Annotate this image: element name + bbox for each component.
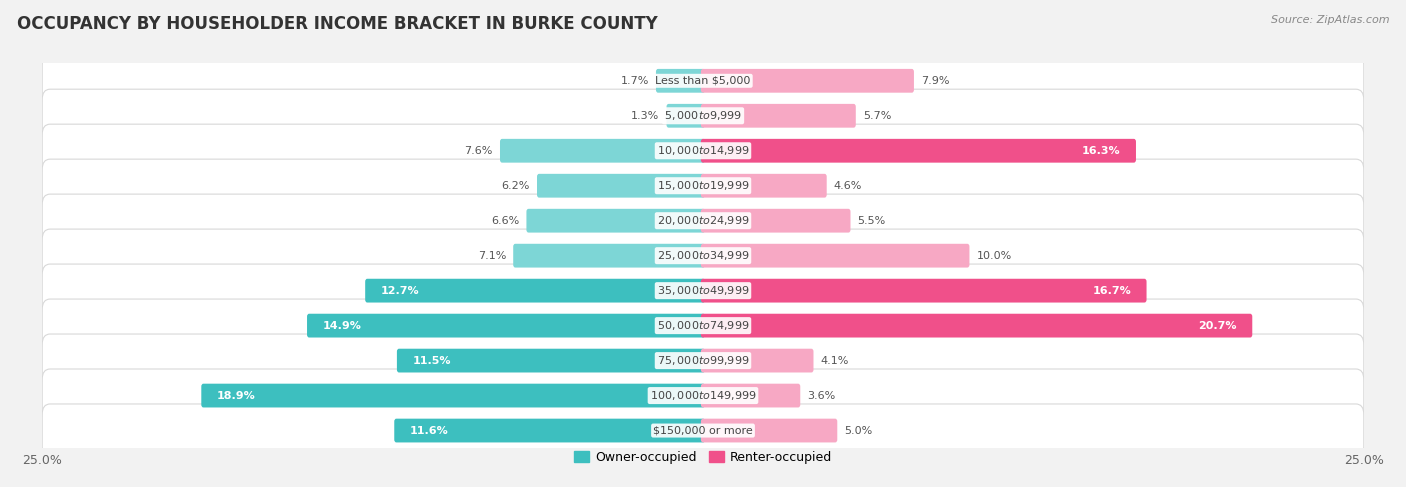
Text: OCCUPANCY BY HOUSEHOLDER INCOME BRACKET IN BURKE COUNTY: OCCUPANCY BY HOUSEHOLDER INCOME BRACKET … xyxy=(17,15,658,33)
Text: $150,000 or more: $150,000 or more xyxy=(654,426,752,435)
Text: $50,000 to $74,999: $50,000 to $74,999 xyxy=(657,319,749,332)
Text: 6.2%: 6.2% xyxy=(502,181,530,191)
Text: 1.7%: 1.7% xyxy=(620,76,648,86)
FancyBboxPatch shape xyxy=(700,104,856,128)
Text: $10,000 to $14,999: $10,000 to $14,999 xyxy=(657,144,749,157)
FancyBboxPatch shape xyxy=(42,369,1364,422)
FancyBboxPatch shape xyxy=(700,279,1146,302)
Text: $20,000 to $24,999: $20,000 to $24,999 xyxy=(657,214,749,227)
Text: 10.0%: 10.0% xyxy=(977,251,1012,261)
FancyBboxPatch shape xyxy=(307,314,706,337)
Text: 4.6%: 4.6% xyxy=(834,181,862,191)
Text: 5.5%: 5.5% xyxy=(858,216,886,225)
FancyBboxPatch shape xyxy=(657,69,706,93)
FancyBboxPatch shape xyxy=(201,384,706,408)
Text: 18.9%: 18.9% xyxy=(217,391,256,401)
FancyBboxPatch shape xyxy=(537,174,706,198)
FancyBboxPatch shape xyxy=(366,279,706,302)
FancyBboxPatch shape xyxy=(666,104,706,128)
FancyBboxPatch shape xyxy=(42,299,1364,352)
FancyBboxPatch shape xyxy=(700,139,1136,163)
Legend: Owner-occupied, Renter-occupied: Owner-occupied, Renter-occupied xyxy=(568,446,838,468)
Text: $25,000 to $34,999: $25,000 to $34,999 xyxy=(657,249,749,262)
Text: 7.9%: 7.9% xyxy=(921,76,949,86)
Text: 11.6%: 11.6% xyxy=(409,426,449,435)
Text: Source: ZipAtlas.com: Source: ZipAtlas.com xyxy=(1271,15,1389,25)
FancyBboxPatch shape xyxy=(42,194,1364,247)
FancyBboxPatch shape xyxy=(700,419,838,443)
Text: 14.9%: 14.9% xyxy=(322,320,361,331)
Text: $35,000 to $49,999: $35,000 to $49,999 xyxy=(657,284,749,297)
FancyBboxPatch shape xyxy=(394,419,706,443)
Text: 16.7%: 16.7% xyxy=(1092,286,1132,296)
Text: $5,000 to $9,999: $5,000 to $9,999 xyxy=(664,109,742,122)
Text: 11.5%: 11.5% xyxy=(412,356,451,366)
FancyBboxPatch shape xyxy=(42,334,1364,387)
Text: 7.1%: 7.1% xyxy=(478,251,506,261)
FancyBboxPatch shape xyxy=(513,244,706,267)
Text: 6.6%: 6.6% xyxy=(491,216,519,225)
FancyBboxPatch shape xyxy=(526,209,706,233)
FancyBboxPatch shape xyxy=(700,209,851,233)
Text: 12.7%: 12.7% xyxy=(381,286,419,296)
Text: 4.1%: 4.1% xyxy=(821,356,849,366)
Text: $15,000 to $19,999: $15,000 to $19,999 xyxy=(657,179,749,192)
FancyBboxPatch shape xyxy=(42,264,1364,317)
FancyBboxPatch shape xyxy=(700,244,970,267)
Text: 1.3%: 1.3% xyxy=(631,111,659,121)
Text: 16.3%: 16.3% xyxy=(1083,146,1121,156)
Text: $100,000 to $149,999: $100,000 to $149,999 xyxy=(650,389,756,402)
FancyBboxPatch shape xyxy=(700,174,827,198)
Text: 5.7%: 5.7% xyxy=(863,111,891,121)
Text: 3.6%: 3.6% xyxy=(807,391,835,401)
FancyBboxPatch shape xyxy=(501,139,706,163)
FancyBboxPatch shape xyxy=(700,384,800,408)
Text: 20.7%: 20.7% xyxy=(1198,320,1237,331)
Text: 7.6%: 7.6% xyxy=(464,146,494,156)
FancyBboxPatch shape xyxy=(42,54,1364,107)
Text: $75,000 to $99,999: $75,000 to $99,999 xyxy=(657,354,749,367)
FancyBboxPatch shape xyxy=(42,229,1364,282)
Text: Less than $5,000: Less than $5,000 xyxy=(655,76,751,86)
FancyBboxPatch shape xyxy=(42,159,1364,212)
FancyBboxPatch shape xyxy=(42,404,1364,457)
FancyBboxPatch shape xyxy=(42,89,1364,142)
FancyBboxPatch shape xyxy=(396,349,706,373)
FancyBboxPatch shape xyxy=(42,124,1364,177)
FancyBboxPatch shape xyxy=(700,349,814,373)
Text: 5.0%: 5.0% xyxy=(845,426,873,435)
FancyBboxPatch shape xyxy=(700,314,1253,337)
FancyBboxPatch shape xyxy=(700,69,914,93)
